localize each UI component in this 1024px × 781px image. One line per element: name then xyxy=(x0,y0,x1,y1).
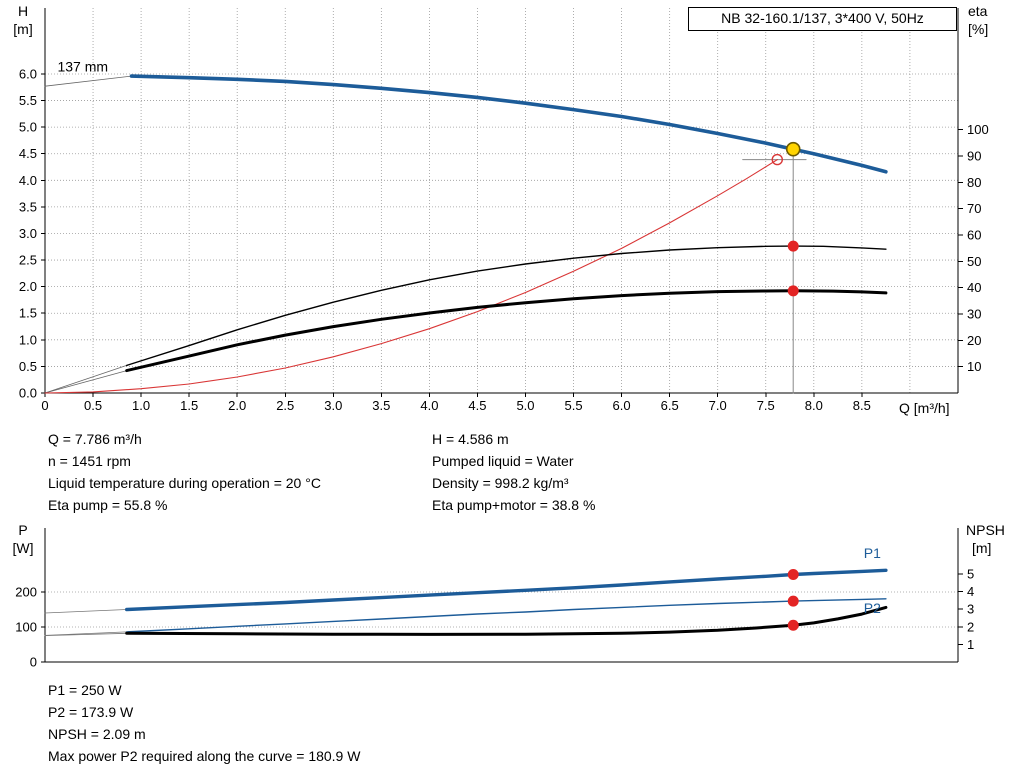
svg-text:4.0: 4.0 xyxy=(420,398,438,413)
svg-text:0: 0 xyxy=(41,398,48,413)
svg-text:2.0: 2.0 xyxy=(228,398,246,413)
svg-text:8.5: 8.5 xyxy=(853,398,871,413)
max-power-p2-readout: Max power P2 required along the curve = … xyxy=(48,748,361,764)
svg-text:7.0: 7.0 xyxy=(709,398,727,413)
p-axis-title: P xyxy=(18,522,28,538)
svg-text:0: 0 xyxy=(30,655,37,670)
svg-text:20: 20 xyxy=(967,333,981,348)
h-axis-title: H xyxy=(17,3,29,19)
svg-text:2.5: 2.5 xyxy=(276,398,294,413)
svg-text:100: 100 xyxy=(15,620,37,635)
duty-speed-readout: n = 1451 rpm xyxy=(48,453,131,469)
svg-text:0.5: 0.5 xyxy=(19,359,37,374)
eta-axis-title: eta xyxy=(968,3,988,19)
svg-text:4.5: 4.5 xyxy=(468,398,486,413)
pumped-liquid-readout: Pumped liquid = Water xyxy=(432,453,574,469)
svg-text:5.0: 5.0 xyxy=(516,398,534,413)
svg-text:5.5: 5.5 xyxy=(19,93,37,108)
svg-text:3.5: 3.5 xyxy=(372,398,390,413)
density-readout: Density = 998.2 kg/m³ xyxy=(432,475,569,491)
svg-text:7.5: 7.5 xyxy=(757,398,775,413)
svg-text:70: 70 xyxy=(967,201,981,216)
p-axis-unit: [W] xyxy=(12,540,34,556)
svg-text:5.0: 5.0 xyxy=(19,120,37,135)
svg-text:2.5: 2.5 xyxy=(19,253,37,268)
svg-text:60: 60 xyxy=(967,228,981,243)
svg-text:4.0: 4.0 xyxy=(19,173,37,188)
svg-text:80: 80 xyxy=(967,175,981,190)
duty-info-left-column: Q = 7.786 m³/h n = 1451 rpm Liquid tempe… xyxy=(48,428,321,516)
svg-text:0.5: 0.5 xyxy=(84,398,102,413)
duty-head-readout: H = 4.586 m xyxy=(432,431,509,447)
svg-text:1.5: 1.5 xyxy=(19,306,37,321)
svg-text:200: 200 xyxy=(15,585,37,600)
svg-text:30: 30 xyxy=(967,307,981,322)
eta-pump-motor-readout: Eta pump+motor = 38.8 % xyxy=(432,497,596,513)
svg-text:6.0: 6.0 xyxy=(19,66,37,81)
svg-text:2: 2 xyxy=(967,619,974,634)
svg-text:5: 5 xyxy=(967,567,974,582)
npsh-axis-title: NPSH xyxy=(966,522,1005,538)
svg-text:10: 10 xyxy=(967,359,981,374)
svg-text:5.5: 5.5 xyxy=(565,398,583,413)
svg-text:3.0: 3.0 xyxy=(324,398,342,413)
svg-text:100: 100 xyxy=(967,122,989,137)
svg-text:P1: P1 xyxy=(864,545,881,561)
liquid-temperature-readout: Liquid temperature during operation = 20… xyxy=(48,475,321,491)
p2-readout: P2 = 173.9 W xyxy=(48,704,134,720)
eta-axis-unit: [%] xyxy=(968,21,989,37)
svg-text:1.5: 1.5 xyxy=(180,398,198,413)
svg-text:3.5: 3.5 xyxy=(19,199,37,214)
pump-title: NB 32-160.1/137, 3*400 V, 50Hz xyxy=(721,10,924,26)
svg-text:1.0: 1.0 xyxy=(19,332,37,347)
duty-info-right-column: H = 4.586 m Pumped liquid = Water Densit… xyxy=(432,428,595,516)
svg-text:50: 50 xyxy=(967,254,981,269)
svg-text:4.5: 4.5 xyxy=(19,146,37,161)
svg-text:6.5: 6.5 xyxy=(661,398,679,413)
pump-title-box: NB 32-160.1/137, 3*400 V, 50Hz xyxy=(688,7,957,31)
duty-flow-readout: Q = 7.786 m³/h xyxy=(48,431,142,447)
svg-text:3: 3 xyxy=(967,602,974,617)
svg-text:6.0: 6.0 xyxy=(613,398,631,413)
svg-text:1.0: 1.0 xyxy=(132,398,150,413)
eta-pump-readout: Eta pump = 55.8 % xyxy=(48,497,168,513)
svg-text:3.0: 3.0 xyxy=(19,226,37,241)
svg-text:90: 90 xyxy=(967,149,981,164)
svg-text:P2: P2 xyxy=(864,600,881,616)
npsh-readout: NPSH = 2.09 m xyxy=(48,726,146,742)
svg-text:4: 4 xyxy=(967,584,974,599)
h-axis-unit: [m] xyxy=(13,21,33,37)
power-info-column: P1 = 250 W P2 = 173.9 W NPSH = 2.09 m Ma… xyxy=(48,679,360,767)
svg-text:1: 1 xyxy=(967,637,974,652)
q-axis-label: Q [m³/h] xyxy=(899,400,950,416)
npsh-axis-unit: [m] xyxy=(972,540,992,556)
svg-text:2.0: 2.0 xyxy=(19,279,37,294)
svg-text:0.0: 0.0 xyxy=(19,386,37,401)
svg-text:137 mm: 137 mm xyxy=(57,58,108,74)
svg-text:40: 40 xyxy=(967,280,981,295)
p1-readout: P1 = 250 W xyxy=(48,682,122,698)
svg-text:8.0: 8.0 xyxy=(805,398,823,413)
